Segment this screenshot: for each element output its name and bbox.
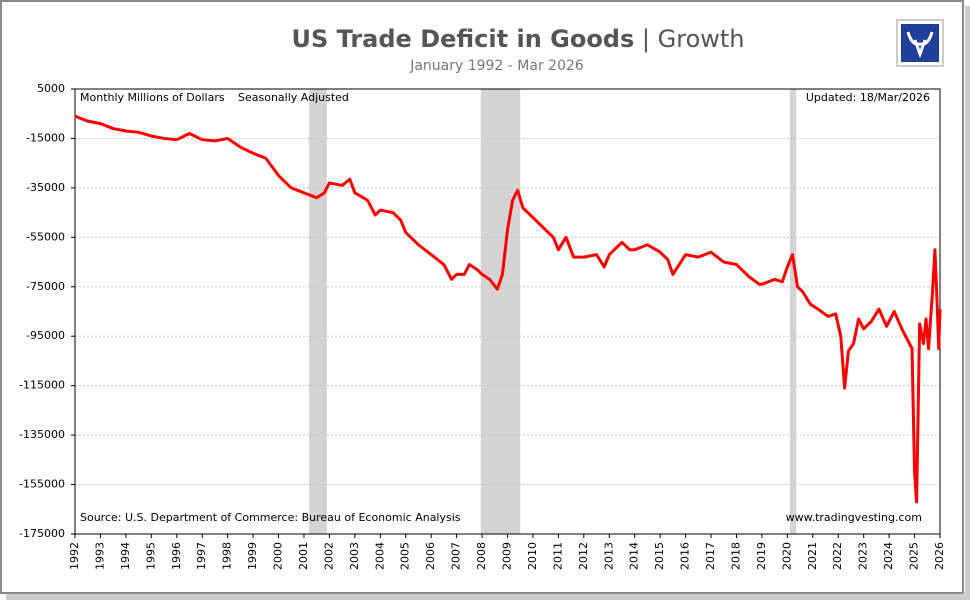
x-tick-label: 2010 (526, 542, 539, 570)
x-tick-label: 1994 (119, 542, 132, 570)
y-tick-label: -135000 (19, 428, 65, 441)
title-main: US Trade Deficit in Goods (291, 25, 634, 53)
x-tick-label: 1993 (93, 542, 106, 570)
x-tick-label: 1995 (144, 542, 157, 570)
annotation: www.tradingvesting.com (786, 511, 922, 524)
y-tick-label: -75000 (26, 280, 65, 293)
x-tick-label: 2009 (501, 542, 514, 570)
x-tick-label: 2015 (653, 542, 666, 570)
annotation: Monthly Millions of Dollars (80, 91, 225, 104)
recession-band (309, 89, 327, 534)
chart-title: US Trade Deficit in Goods | Growth (291, 25, 744, 53)
x-tick-label: 2021 (806, 542, 819, 570)
y-tick-label: 5000 (37, 82, 65, 95)
x-tick-label: 1996 (170, 542, 183, 570)
y-tick-label: -95000 (26, 329, 65, 342)
y-tick-label: -175000 (19, 527, 65, 540)
x-tick-label: 2024 (882, 542, 895, 570)
annotation: Updated: 18/Mar/2026 (806, 91, 930, 104)
x-tick-label: 2019 (755, 542, 768, 570)
x-tick-label: 1997 (195, 542, 208, 570)
x-tick-label: 2018 (729, 542, 742, 570)
y-tick-label: -115000 (19, 379, 65, 392)
x-tick-label: 2013 (602, 542, 615, 570)
x-tick-label: 2007 (450, 542, 463, 570)
chart-subtitle: January 1992 - Mar 2026 (409, 58, 584, 74)
x-tick-label: 2012 (577, 542, 590, 570)
x-tick-label: 2005 (399, 542, 412, 570)
x-tick-label: 2008 (475, 542, 488, 570)
x-tick-label: 1998 (221, 542, 234, 570)
x-tick-label: 2006 (424, 542, 437, 570)
y-tick-label: -155000 (19, 478, 65, 491)
y-tick-label: -35000 (26, 181, 65, 194)
x-tick-label: 2011 (551, 542, 564, 570)
x-tick-label: 2022 (831, 542, 844, 570)
annotation: Seasonally Adjusted (238, 91, 349, 104)
x-tick-label: 2017 (704, 542, 717, 570)
x-tick-label: 2020 (780, 542, 793, 570)
x-tick-label: 1992 (68, 542, 81, 570)
x-tick-label: 1999 (246, 542, 259, 570)
logo (896, 19, 944, 67)
y-tick-label: -55000 (26, 230, 65, 243)
x-tick-label: 2001 (297, 542, 310, 570)
x-tick-label: 2026 (933, 542, 946, 570)
x-tick-label: 2014 (628, 542, 641, 570)
recession-band (789, 89, 797, 534)
frame-shadow (6, 594, 970, 600)
y-tick-label: -15000 (26, 131, 65, 144)
x-tick-label: 2003 (348, 542, 361, 570)
frame-shadow (965, 6, 970, 598)
x-tick-label: 2023 (857, 542, 870, 570)
x-tick-label: 2002 (322, 542, 335, 570)
x-tick-label: 2016 (679, 542, 692, 570)
annotation: Source: U.S. Department of Commerce: Bur… (80, 511, 461, 524)
title-suffix: | Growth (642, 25, 745, 53)
recession-band (480, 89, 521, 534)
x-tick-label: 2000 (272, 542, 285, 570)
x-tick-label: 2025 (908, 542, 921, 570)
data-line (74, 114, 942, 504)
x-tick-label: 2004 (373, 542, 386, 570)
